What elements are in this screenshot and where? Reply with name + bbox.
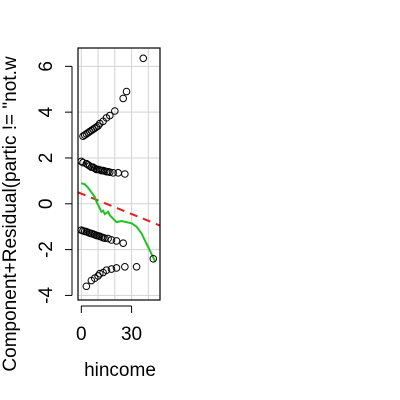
data-point xyxy=(112,237,121,245)
data-point xyxy=(121,170,129,178)
data-point xyxy=(85,162,94,170)
data-point xyxy=(105,111,114,120)
x-axis-title: hincome xyxy=(84,360,156,381)
data-point xyxy=(139,54,148,63)
fit-lines xyxy=(77,182,161,262)
data-point xyxy=(114,169,122,177)
data-point xyxy=(82,282,91,291)
data-point xyxy=(102,266,111,275)
data-point xyxy=(105,168,114,176)
smooth-fit-line xyxy=(80,182,156,262)
data-point xyxy=(95,269,104,278)
data-point xyxy=(112,264,121,272)
data-point xyxy=(109,169,117,177)
x-tick-label: 0 xyxy=(76,324,87,345)
data-point xyxy=(122,87,131,96)
data-point xyxy=(132,262,141,271)
grid-lines xyxy=(78,48,160,300)
plot-frame xyxy=(77,47,161,301)
data-point xyxy=(119,239,127,247)
data-point xyxy=(149,254,158,263)
data-point xyxy=(90,164,99,173)
data-point xyxy=(104,234,112,243)
y-axis-title: Component+Residual(partic != "not.w xyxy=(0,56,21,371)
data-point xyxy=(121,262,129,271)
y-tick-label: -4 xyxy=(36,287,57,304)
y-axis: -4 -2 0 2 4 6 xyxy=(36,61,73,304)
data-point xyxy=(107,236,116,244)
y-tick-label: 0 xyxy=(36,198,57,209)
x-tick-label: 30 xyxy=(121,324,142,345)
data-point xyxy=(100,234,109,242)
data-point xyxy=(111,107,119,115)
data-points xyxy=(77,54,158,291)
x-axis: 0 30 xyxy=(76,305,142,345)
data-point xyxy=(119,94,127,103)
y-tick-label: -2 xyxy=(36,241,57,258)
data-point xyxy=(107,265,116,273)
y-tick-label: 4 xyxy=(36,106,57,117)
data-point xyxy=(94,272,102,280)
data-point xyxy=(79,158,87,167)
linear-fit-line xyxy=(77,191,161,227)
y-tick-label: 6 xyxy=(36,61,57,72)
data-point xyxy=(94,122,102,130)
y-tick-label: 2 xyxy=(36,153,57,164)
